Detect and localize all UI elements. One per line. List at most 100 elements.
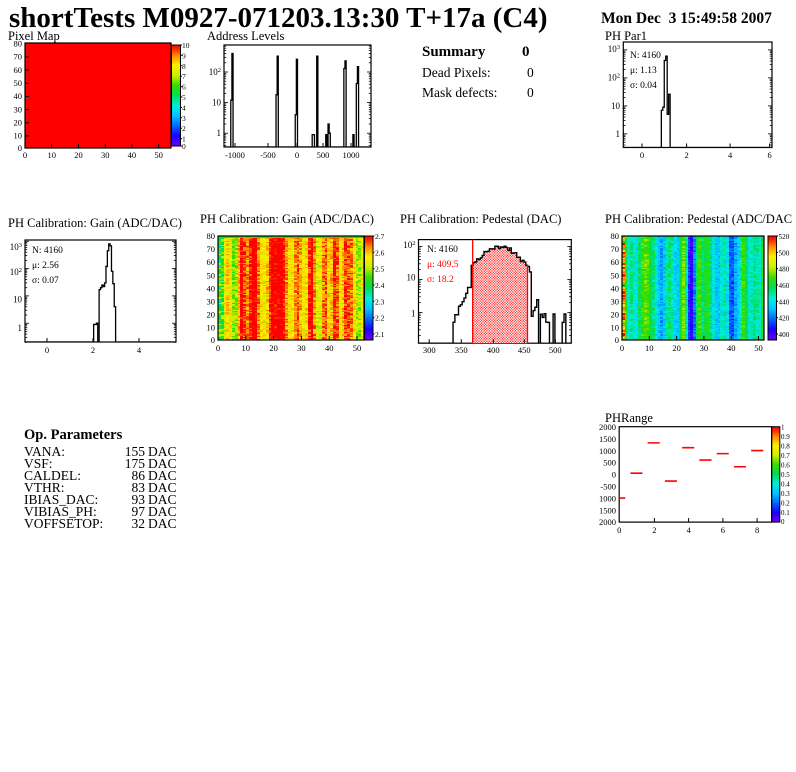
svg-text:10: 10	[207, 323, 216, 333]
svg-text:50: 50	[207, 270, 216, 280]
svg-text:460: 460	[779, 282, 790, 290]
svg-text:30: 30	[14, 104, 23, 114]
svg-text:PH Calibration: Gain (ADC/DAC): PH Calibration: Gain (ADC/DAC)	[8, 216, 182, 230]
svg-text:-1000: -1000	[225, 150, 245, 160]
svg-text:μ: 1.13: μ: 1.13	[630, 66, 657, 76]
svg-text:500: 500	[603, 458, 616, 468]
svg-text:0: 0	[18, 143, 22, 153]
svg-text:440: 440	[779, 298, 790, 306]
svg-text:PH Calibration: Pedestal (DAC): PH Calibration: Pedestal (DAC)	[400, 212, 561, 226]
svg-text:102: 102	[10, 267, 22, 277]
svg-text:500: 500	[779, 249, 790, 257]
svg-text:0: 0	[612, 470, 616, 480]
svg-text:70: 70	[14, 52, 23, 62]
svg-text:70: 70	[611, 244, 620, 254]
svg-text:450: 450	[518, 345, 531, 355]
svg-text:10: 10	[212, 98, 222, 108]
svg-text:10: 10	[13, 295, 23, 305]
svg-text:20: 20	[14, 118, 23, 128]
svg-text:2.2: 2.2	[375, 314, 385, 323]
svg-text:0.5: 0.5	[781, 471, 790, 479]
svg-text:0.1: 0.1	[781, 509, 790, 517]
svg-text:1000: 1000	[343, 150, 360, 160]
svg-text:PH Calibration: Gain (ADC/DAC): PH Calibration: Gain (ADC/DAC)	[200, 212, 374, 226]
svg-text:30: 30	[101, 150, 110, 160]
svg-text:1: 1	[411, 309, 416, 319]
svg-text:10: 10	[14, 131, 23, 141]
svg-text:40: 40	[611, 283, 620, 293]
svg-text:N: 4160: N: 4160	[630, 51, 661, 61]
svg-text:102: 102	[608, 73, 620, 83]
svg-text:0: 0	[620, 343, 624, 353]
svg-text:0: 0	[182, 142, 186, 151]
svg-text:60: 60	[14, 65, 23, 75]
svg-text:2.7: 2.7	[375, 232, 385, 241]
svg-text:2.5: 2.5	[375, 265, 385, 274]
svg-text:10: 10	[182, 41, 190, 50]
svg-text:0: 0	[45, 345, 49, 355]
svg-text:Address Levels: Address Levels	[207, 29, 285, 43]
svg-text:N: 4160: N: 4160	[427, 245, 458, 255]
svg-text:40: 40	[14, 91, 23, 101]
svg-text:80: 80	[207, 231, 216, 241]
svg-text:9: 9	[182, 51, 186, 60]
svg-text:5: 5	[182, 93, 186, 102]
svg-text:500: 500	[549, 345, 562, 355]
svg-text:0.8: 0.8	[781, 443, 790, 451]
svg-text:0.9: 0.9	[781, 433, 790, 441]
svg-text:2000: 2000	[599, 422, 616, 432]
svg-text:0: 0	[23, 150, 27, 160]
svg-text:2: 2	[91, 345, 95, 355]
svg-text:10: 10	[611, 323, 620, 333]
svg-text:2: 2	[652, 525, 656, 535]
svg-text:σ: 18.2: σ: 18.2	[427, 275, 454, 285]
svg-text:60: 60	[611, 257, 620, 267]
svg-text:0: 0	[295, 150, 299, 160]
svg-text:20: 20	[269, 343, 278, 353]
svg-text:1: 1	[781, 424, 785, 432]
svg-text:PH Par1: PH Par1	[605, 29, 647, 43]
svg-text:10: 10	[611, 101, 621, 111]
svg-text:0.6: 0.6	[781, 462, 790, 470]
svg-text:8: 8	[182, 62, 186, 71]
svg-text:0.2: 0.2	[781, 500, 790, 508]
svg-text:30: 30	[611, 297, 620, 307]
svg-text:40: 40	[325, 343, 334, 353]
svg-text:400: 400	[487, 345, 500, 355]
svg-text:0: 0	[640, 150, 644, 160]
svg-text:3: 3	[182, 114, 186, 123]
svg-text:350: 350	[455, 345, 468, 355]
svg-text:80: 80	[611, 231, 620, 241]
svg-text:520: 520	[779, 233, 790, 241]
svg-text:50: 50	[14, 78, 23, 88]
svg-text:30: 30	[207, 297, 216, 307]
svg-text:0: 0	[211, 335, 215, 345]
svg-text:1500: 1500	[599, 505, 616, 515]
svg-text:20: 20	[207, 310, 216, 320]
svg-text:2: 2	[684, 150, 688, 160]
svg-text:2.4: 2.4	[375, 281, 385, 290]
svg-text:102: 102	[403, 240, 415, 250]
svg-text:30: 30	[700, 343, 709, 353]
svg-text:80: 80	[14, 39, 23, 49]
svg-text:σ: 0.07: σ: 0.07	[32, 276, 59, 286]
svg-text:30: 30	[297, 343, 306, 353]
svg-text:1: 1	[18, 323, 23, 333]
svg-text:1: 1	[616, 129, 621, 139]
svg-text:4: 4	[182, 103, 186, 112]
svg-text:0: 0	[781, 518, 785, 526]
svg-text:10: 10	[407, 272, 417, 282]
svg-text:20: 20	[672, 343, 681, 353]
svg-text:10: 10	[242, 343, 251, 353]
svg-text:480: 480	[779, 266, 790, 274]
svg-text:1: 1	[217, 128, 222, 138]
svg-text:10: 10	[645, 343, 654, 353]
svg-text:2: 2	[182, 124, 186, 133]
svg-text:-500: -500	[260, 150, 276, 160]
svg-text:50: 50	[154, 150, 163, 160]
svg-text:102: 102	[209, 67, 221, 77]
svg-text:2.3: 2.3	[375, 297, 385, 306]
svg-text:60: 60	[207, 257, 216, 267]
svg-text:2.1: 2.1	[375, 330, 385, 339]
svg-text:50: 50	[611, 270, 620, 280]
